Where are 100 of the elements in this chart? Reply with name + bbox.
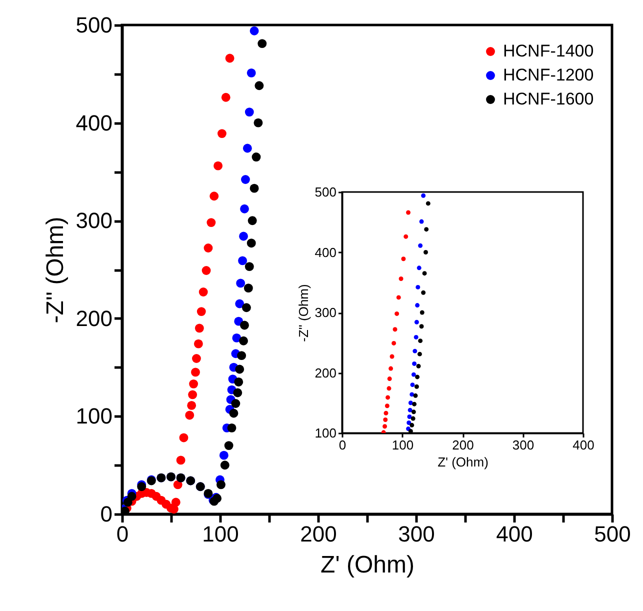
y-tick-label: 300 bbox=[76, 208, 112, 234]
y-tick-label: 400 bbox=[314, 244, 336, 260]
point bbox=[231, 399, 240, 408]
point bbox=[254, 81, 264, 90]
point bbox=[194, 324, 204, 333]
point bbox=[225, 54, 234, 63]
point bbox=[198, 288, 208, 296]
point bbox=[210, 192, 219, 201]
legend-label: HCNF-1600 bbox=[503, 90, 594, 108]
point bbox=[221, 92, 230, 102]
point bbox=[248, 216, 257, 226]
legend-label: HCNF-1200 bbox=[503, 66, 594, 84]
point bbox=[404, 234, 408, 239]
point bbox=[406, 420, 412, 425]
y-tick-label: 100 bbox=[314, 426, 336, 440]
point bbox=[408, 408, 412, 412]
y-axis-title: -Z'' (Ohm) bbox=[42, 216, 69, 324]
point bbox=[408, 400, 413, 406]
point bbox=[390, 354, 394, 359]
x-tick-label: 0 bbox=[116, 522, 129, 546]
point bbox=[414, 320, 419, 324]
x-axis-title: Z' (Ohm) bbox=[320, 552, 414, 578]
point bbox=[387, 376, 392, 382]
point bbox=[206, 218, 216, 228]
point bbox=[127, 492, 136, 501]
point bbox=[240, 204, 249, 214]
point bbox=[418, 243, 423, 248]
point bbox=[414, 384, 419, 389]
point bbox=[415, 303, 420, 308]
point bbox=[240, 320, 249, 330]
point bbox=[189, 379, 198, 388]
point bbox=[410, 382, 415, 388]
x-tick-label: 400 bbox=[572, 438, 594, 452]
point bbox=[202, 266, 211, 275]
point bbox=[252, 152, 261, 162]
point bbox=[416, 364, 421, 368]
point bbox=[412, 348, 418, 354]
point bbox=[412, 361, 417, 366]
y-tick-label: 200 bbox=[314, 365, 336, 380]
point bbox=[242, 303, 251, 312]
x-tick-label: 100 bbox=[392, 438, 414, 452]
point bbox=[417, 352, 422, 356]
y-tick-label: 500 bbox=[76, 12, 112, 38]
point bbox=[204, 244, 213, 252]
point bbox=[246, 68, 256, 78]
point bbox=[416, 266, 422, 270]
point bbox=[412, 402, 417, 406]
point bbox=[216, 480, 226, 490]
point bbox=[424, 250, 428, 254]
point bbox=[410, 416, 416, 421]
point bbox=[421, 290, 426, 295]
point bbox=[392, 340, 396, 346]
point bbox=[421, 193, 426, 198]
point bbox=[234, 378, 244, 386]
point bbox=[410, 422, 414, 428]
point bbox=[388, 366, 394, 371]
point bbox=[406, 210, 411, 215]
point bbox=[224, 441, 234, 450]
y-tick-label: 200 bbox=[76, 306, 112, 331]
point bbox=[420, 310, 424, 315]
point bbox=[414, 334, 418, 340]
x-tick-label: 400 bbox=[496, 522, 533, 546]
point bbox=[394, 311, 400, 316]
point bbox=[426, 201, 430, 206]
point bbox=[246, 238, 256, 248]
point bbox=[401, 256, 406, 262]
x-tick-label: 500 bbox=[594, 522, 631, 546]
point bbox=[173, 480, 182, 490]
point bbox=[171, 498, 180, 507]
point bbox=[384, 404, 390, 408]
point bbox=[383, 418, 388, 422]
x-tick-label: 300 bbox=[398, 522, 435, 546]
point bbox=[398, 276, 404, 281]
point bbox=[232, 333, 242, 342]
y-tick-label: 300 bbox=[314, 305, 336, 320]
point bbox=[410, 392, 414, 397]
point bbox=[242, 144, 252, 153]
point bbox=[416, 284, 420, 290]
x-axis-title: Z' (Ohm) bbox=[438, 454, 488, 470]
point bbox=[413, 393, 418, 398]
point bbox=[238, 256, 248, 266]
x-tick-label: 200 bbox=[452, 438, 474, 452]
x-tick-label: 300 bbox=[512, 438, 534, 452]
point bbox=[239, 336, 248, 346]
y-tick-label: 100 bbox=[76, 404, 112, 429]
point bbox=[422, 271, 427, 276]
y-tick-label: 400 bbox=[76, 110, 112, 136]
point bbox=[191, 368, 200, 377]
point bbox=[192, 354, 201, 363]
point bbox=[418, 338, 423, 344]
x-tick-label: 0 bbox=[338, 438, 346, 452]
point bbox=[214, 161, 223, 170]
point bbox=[185, 410, 194, 420]
point bbox=[244, 284, 253, 293]
point bbox=[384, 410, 388, 416]
point bbox=[229, 408, 238, 418]
point bbox=[254, 118, 263, 128]
point bbox=[236, 278, 246, 288]
point bbox=[235, 364, 244, 374]
point bbox=[219, 450, 228, 460]
